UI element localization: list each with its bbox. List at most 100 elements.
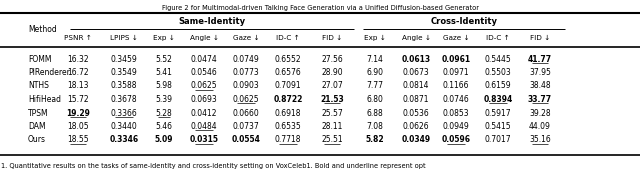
Text: 5.46: 5.46 [156, 122, 173, 131]
Text: 0.8394: 0.8394 [483, 95, 513, 104]
Text: HifiHead: HifiHead [28, 95, 61, 104]
Text: 25.51: 25.51 [321, 136, 343, 144]
Text: 0.0613: 0.0613 [401, 55, 431, 63]
Text: 0.5415: 0.5415 [484, 122, 511, 131]
Text: Figure 2 for Multimodal-driven Talking Face Generation via a Unified Diffusion-b: Figure 2 for Multimodal-driven Talking F… [161, 5, 479, 11]
Text: 0.0536: 0.0536 [403, 109, 429, 117]
Text: PSNR ↑: PSNR ↑ [64, 35, 92, 41]
Text: 27.56: 27.56 [321, 55, 343, 63]
Text: 0.3459: 0.3459 [111, 55, 138, 63]
Text: 0.0871: 0.0871 [403, 95, 429, 104]
Text: 6.88: 6.88 [367, 109, 383, 117]
Text: 0.3588: 0.3588 [111, 82, 137, 90]
Text: ID-C ↑: ID-C ↑ [276, 35, 300, 41]
Text: 5.39: 5.39 [156, 95, 173, 104]
Text: 7.08: 7.08 [367, 122, 383, 131]
Text: 0.7718: 0.7718 [275, 136, 301, 144]
Text: 0.8722: 0.8722 [273, 95, 303, 104]
Text: 0.0474: 0.0474 [191, 55, 218, 63]
Text: LPIPS ↓: LPIPS ↓ [110, 35, 138, 41]
Text: Angle ↓: Angle ↓ [401, 35, 431, 41]
Text: 38.48: 38.48 [529, 82, 551, 90]
Text: 7.14: 7.14 [367, 55, 383, 63]
Text: 0.0773: 0.0773 [232, 68, 259, 77]
Text: 0.6159: 0.6159 [484, 82, 511, 90]
Text: 18.05: 18.05 [67, 122, 89, 131]
Text: 0.6552: 0.6552 [275, 55, 301, 63]
Text: 18.55: 18.55 [67, 136, 89, 144]
Text: FOMM: FOMM [28, 55, 51, 63]
Text: FID ↓: FID ↓ [322, 35, 342, 41]
Text: 0.0660: 0.0660 [232, 109, 259, 117]
Text: TPSM: TPSM [28, 109, 49, 117]
Text: 16.72: 16.72 [67, 68, 89, 77]
Text: 0.0903: 0.0903 [232, 82, 259, 90]
Text: 1. Quantitative results on the tasks of same-identity and cross-identity setting: 1. Quantitative results on the tasks of … [1, 163, 426, 169]
Text: 0.0746: 0.0746 [443, 95, 469, 104]
Text: FID ↓: FID ↓ [530, 35, 550, 41]
Text: 15.72: 15.72 [67, 95, 89, 104]
Text: DAM: DAM [28, 122, 45, 131]
Text: Exp ↓: Exp ↓ [153, 35, 175, 41]
Text: 0.0554: 0.0554 [232, 136, 260, 144]
Text: 19.29: 19.29 [66, 109, 90, 117]
Text: 0.5503: 0.5503 [484, 68, 511, 77]
Text: 41.77: 41.77 [528, 55, 552, 63]
Text: 6.90: 6.90 [367, 68, 383, 77]
Text: 0.0693: 0.0693 [191, 95, 218, 104]
Text: Angle ↓: Angle ↓ [189, 35, 218, 41]
Text: 0.6535: 0.6535 [275, 122, 301, 131]
Text: Exp ↓: Exp ↓ [364, 35, 386, 41]
Text: 25.57: 25.57 [321, 109, 343, 117]
Text: 0.0412: 0.0412 [191, 109, 217, 117]
Text: 0.7091: 0.7091 [275, 82, 301, 90]
Text: 6.80: 6.80 [367, 95, 383, 104]
Text: Ours: Ours [28, 136, 46, 144]
Text: 0.0673: 0.0673 [403, 68, 429, 77]
Text: 0.6576: 0.6576 [275, 68, 301, 77]
Text: 0.3549: 0.3549 [111, 68, 138, 77]
Text: Same-Identity: Same-Identity [179, 18, 246, 26]
Text: 21.53: 21.53 [320, 95, 344, 104]
Text: 0.0626: 0.0626 [403, 122, 429, 131]
Text: 16.32: 16.32 [67, 55, 89, 63]
Text: 0.0596: 0.0596 [442, 136, 470, 144]
Text: 0.0349: 0.0349 [401, 136, 431, 144]
Text: 0.6918: 0.6918 [275, 109, 301, 117]
Text: 5.41: 5.41 [156, 68, 172, 77]
Text: 0.1166: 0.1166 [443, 82, 469, 90]
Text: 0.0625: 0.0625 [191, 82, 218, 90]
Text: 37.95: 37.95 [529, 68, 551, 77]
Text: 5.82: 5.82 [365, 136, 384, 144]
Text: 0.0814: 0.0814 [403, 82, 429, 90]
Text: 0.5917: 0.5917 [484, 109, 511, 117]
Text: 0.0484: 0.0484 [191, 122, 218, 131]
Text: 5.09: 5.09 [155, 136, 173, 144]
Text: 0.0853: 0.0853 [443, 109, 469, 117]
Text: 5.28: 5.28 [156, 109, 172, 117]
Text: 0.0949: 0.0949 [443, 122, 469, 131]
Text: 0.0546: 0.0546 [191, 68, 218, 77]
Text: 44.09: 44.09 [529, 122, 551, 131]
Text: 0.5445: 0.5445 [484, 55, 511, 63]
Text: 27.07: 27.07 [321, 82, 343, 90]
Text: 39.28: 39.28 [529, 109, 551, 117]
Text: 5.98: 5.98 [156, 82, 172, 90]
Text: 0.0749: 0.0749 [232, 55, 259, 63]
Text: 0.0971: 0.0971 [443, 68, 469, 77]
Text: 0.3366: 0.3366 [111, 109, 138, 117]
Text: 28.90: 28.90 [321, 68, 343, 77]
Text: Gaze ↓: Gaze ↓ [233, 35, 259, 41]
Text: 35.16: 35.16 [529, 136, 551, 144]
Text: 0.3678: 0.3678 [111, 95, 138, 104]
Text: NTHS: NTHS [28, 82, 49, 90]
Text: 33.77: 33.77 [528, 95, 552, 104]
Text: PIRenderer: PIRenderer [28, 68, 70, 77]
Text: 0.3346: 0.3346 [109, 136, 139, 144]
Text: 5.52: 5.52 [156, 55, 172, 63]
Text: 0.0961: 0.0961 [442, 55, 470, 63]
Text: Method: Method [28, 25, 57, 35]
Text: Gaze ↓: Gaze ↓ [443, 35, 469, 41]
Text: Cross-Identity: Cross-Identity [431, 18, 497, 26]
Text: 0.0315: 0.0315 [189, 136, 218, 144]
